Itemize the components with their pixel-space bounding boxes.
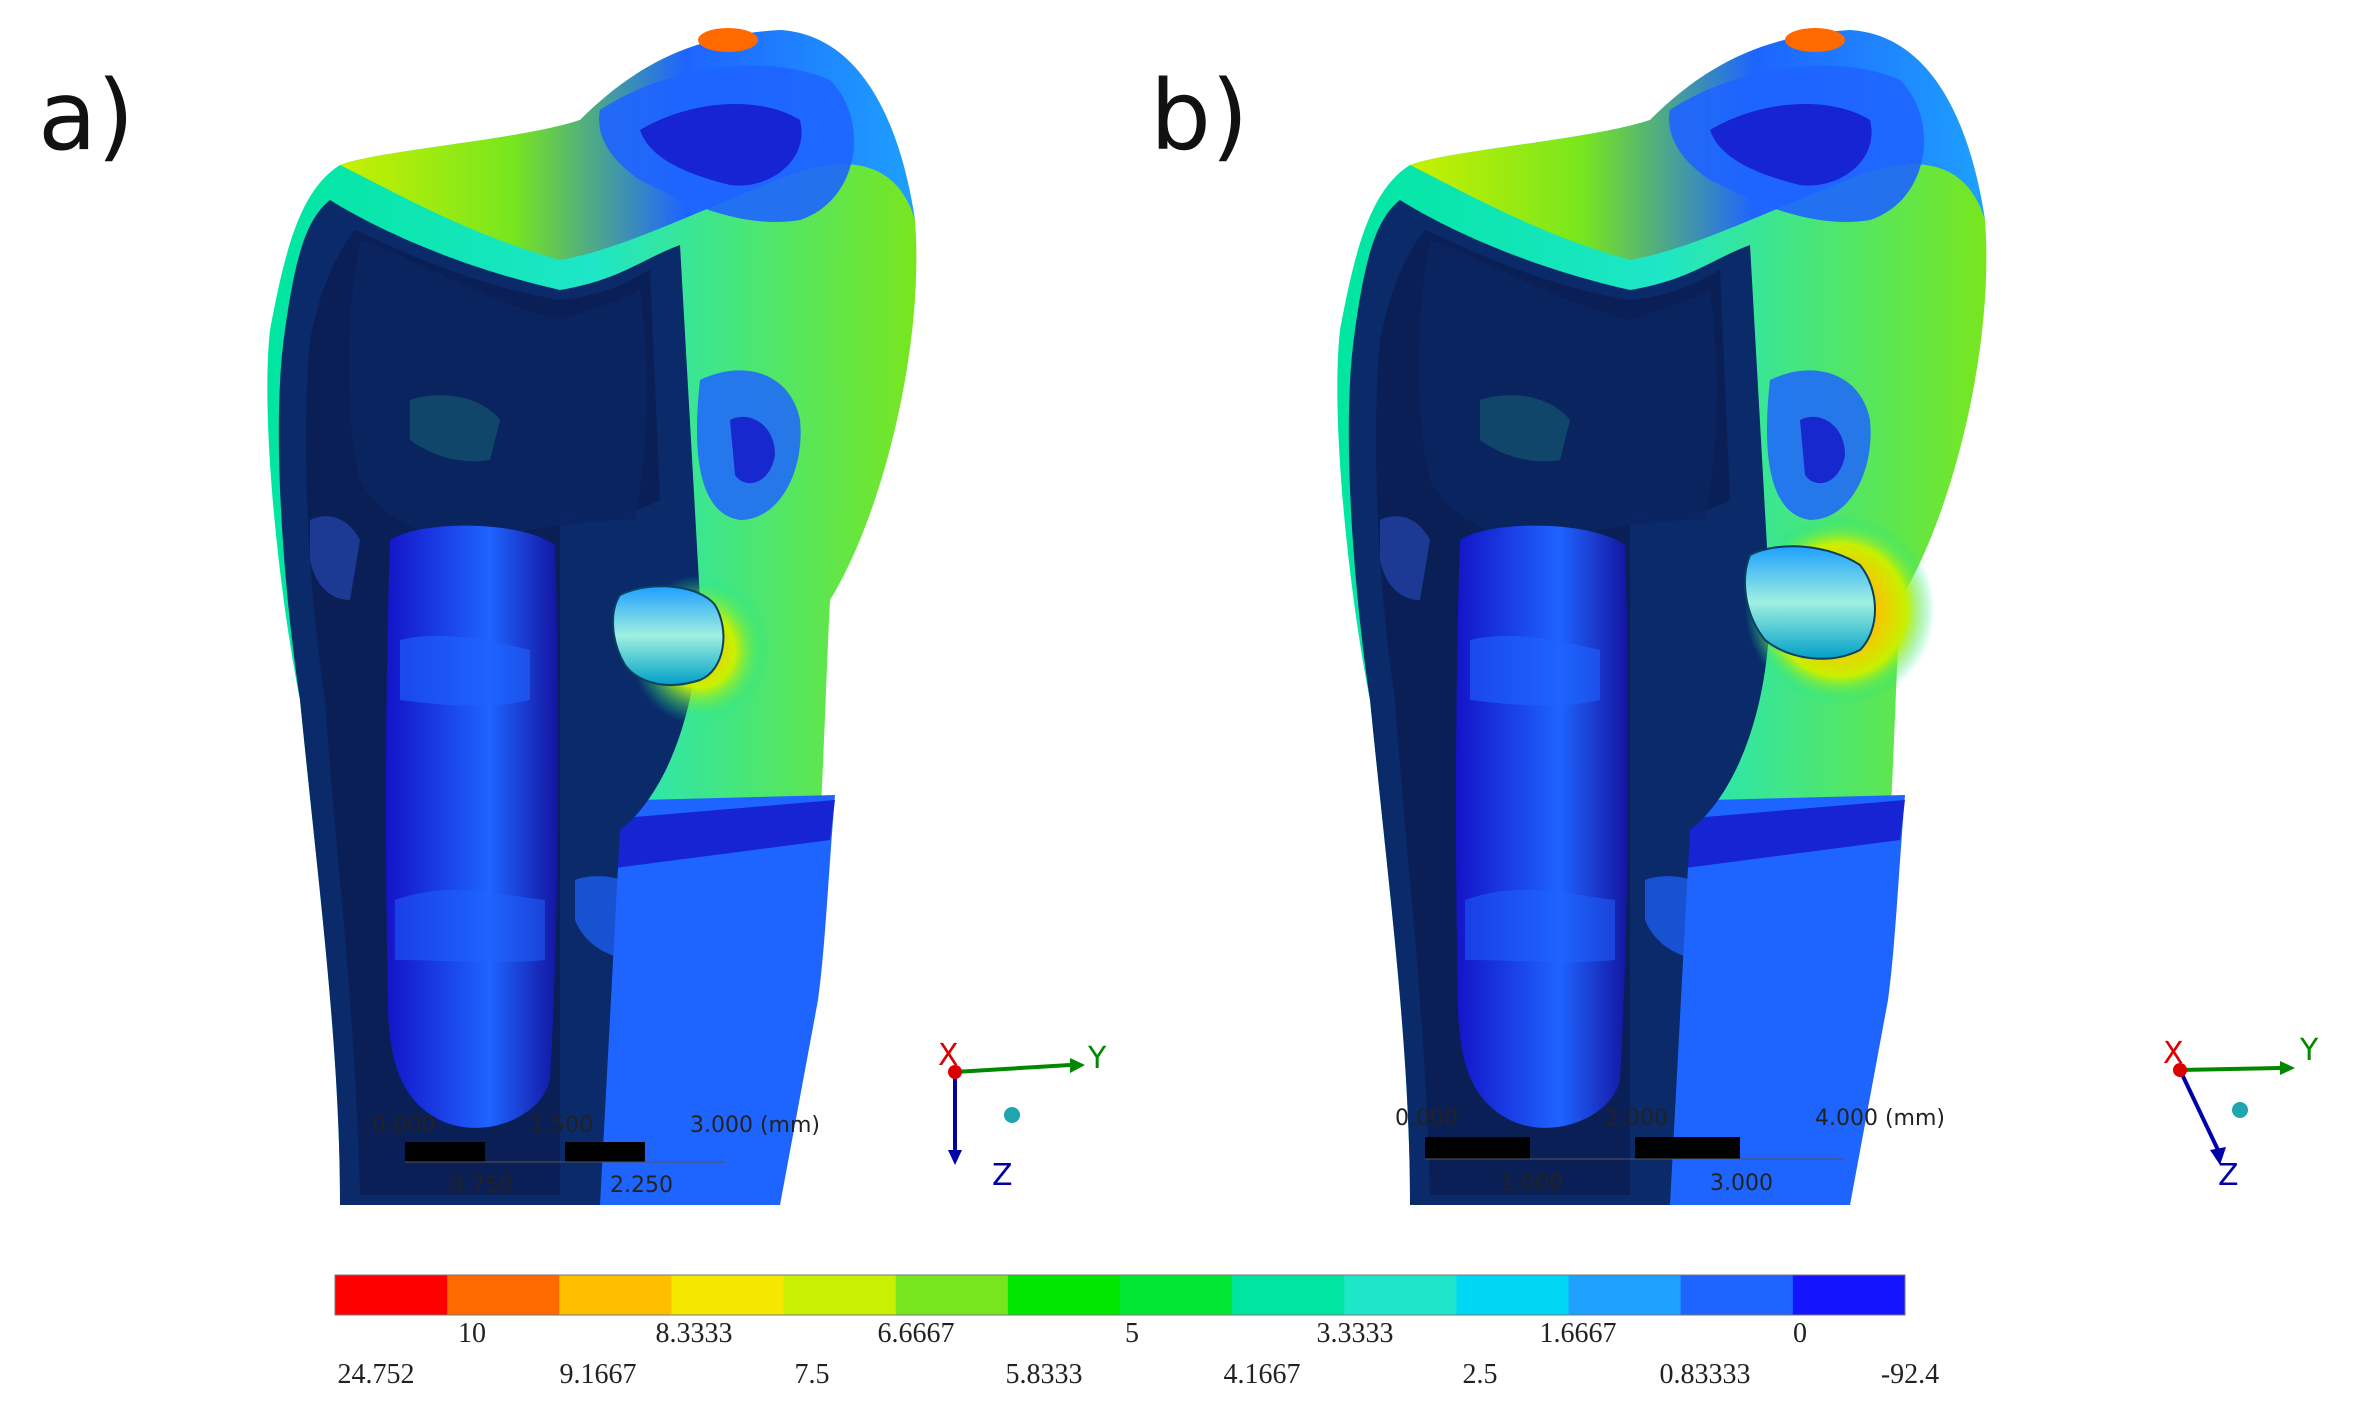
- legend-label: 7.5: [795, 1359, 830, 1390]
- legend-label: 0.83333: [1660, 1359, 1751, 1390]
- panel-label-a: a): [38, 60, 135, 172]
- legend-label: 8.3333: [656, 1318, 733, 1349]
- scale-bar-b: 0.000 2.000 4.000 (mm) 1.000 3.000: [1395, 1106, 1945, 1196]
- legend-label: 3.3333: [1317, 1318, 1394, 1349]
- legend-swatch: [1568, 1275, 1682, 1315]
- scale-label: 1.500: [530, 1113, 593, 1138]
- legend-swatch: [447, 1275, 560, 1315]
- legend-swatch: [783, 1275, 897, 1315]
- scale-label: 0.750: [450, 1173, 513, 1198]
- legend-swatch: [1680, 1275, 1794, 1315]
- legend-swatch: [671, 1275, 785, 1315]
- axis-label-z: Z: [2218, 1158, 2239, 1193]
- axis-label-y: Y: [1087, 1041, 1107, 1076]
- scale-label: 2.250: [610, 1173, 673, 1198]
- tooth-model-b: [1337, 28, 1987, 1205]
- legend-lower-labels: 24.752 9.1667 7.5 5.8333 4.1667 2.5 0.83…: [338, 1359, 1940, 1390]
- legend-label: -92.4: [1881, 1359, 1939, 1390]
- cusp-hotspot-b: [1785, 28, 1845, 52]
- axis-label-x: X: [2163, 1036, 2184, 1071]
- legend-label: 6.6667: [878, 1318, 955, 1349]
- legend-label: 5: [1125, 1318, 1139, 1349]
- legend-swatch: [1120, 1275, 1233, 1315]
- legend-label: 0: [1793, 1318, 1807, 1349]
- legend-swatch: [1792, 1275, 1906, 1315]
- legend-swatch: [335, 1275, 448, 1315]
- tooth-model-a: [267, 28, 917, 1205]
- axis-label-x: X: [938, 1038, 959, 1073]
- axis-triad-b: X Y Z: [2163, 1033, 2319, 1193]
- post-pin-b: [1744, 545, 1876, 660]
- legend-label: 2.5: [1463, 1359, 1498, 1390]
- legend-swatch: [895, 1275, 1009, 1315]
- scale-label: 2.000: [1605, 1106, 1668, 1131]
- legend-label: 24.752: [338, 1359, 415, 1390]
- panel-label-b: b): [1150, 60, 1249, 172]
- legend-upper-labels: 10 8.3333 6.6667 5 3.3333 1.6667 0: [458, 1318, 1807, 1349]
- legend-swatch: [1007, 1275, 1121, 1315]
- scale-label: 0.000: [372, 1113, 435, 1138]
- legend-label: 10: [458, 1318, 486, 1349]
- axis-triad-a: X Y Z: [938, 1038, 1107, 1193]
- legend-label: 9.1667: [560, 1359, 637, 1390]
- legend-swatch: [559, 1275, 672, 1315]
- post-pin-a: [612, 585, 725, 686]
- scale-label: 3.000 (mm): [690, 1113, 820, 1138]
- legend-border: [334, 1274, 1906, 1316]
- legend-label: 1.6667: [1540, 1318, 1617, 1349]
- legend-label: 5.8333: [1006, 1359, 1083, 1390]
- legend-swatch: [1232, 1275, 1345, 1315]
- scale-label: 4.000 (mm): [1815, 1106, 1945, 1131]
- legend-swatch: [1344, 1275, 1457, 1315]
- legend-swatch: [1456, 1275, 1570, 1315]
- axis-label-z: Z: [992, 1158, 1013, 1193]
- scale-label: 3.000: [1710, 1171, 1773, 1196]
- color-legend: [334, 1274, 1906, 1316]
- legend-label: 4.1667: [1224, 1359, 1301, 1390]
- scale-label: 1.000: [1500, 1171, 1563, 1196]
- axis-label-y: Y: [2299, 1033, 2319, 1068]
- cusp-hotspot-a: [698, 28, 758, 52]
- scale-bar-a: 0.000 1.500 3.000 (mm) 0.750 2.250: [372, 1113, 820, 1198]
- scale-label: 0.000: [1395, 1106, 1458, 1131]
